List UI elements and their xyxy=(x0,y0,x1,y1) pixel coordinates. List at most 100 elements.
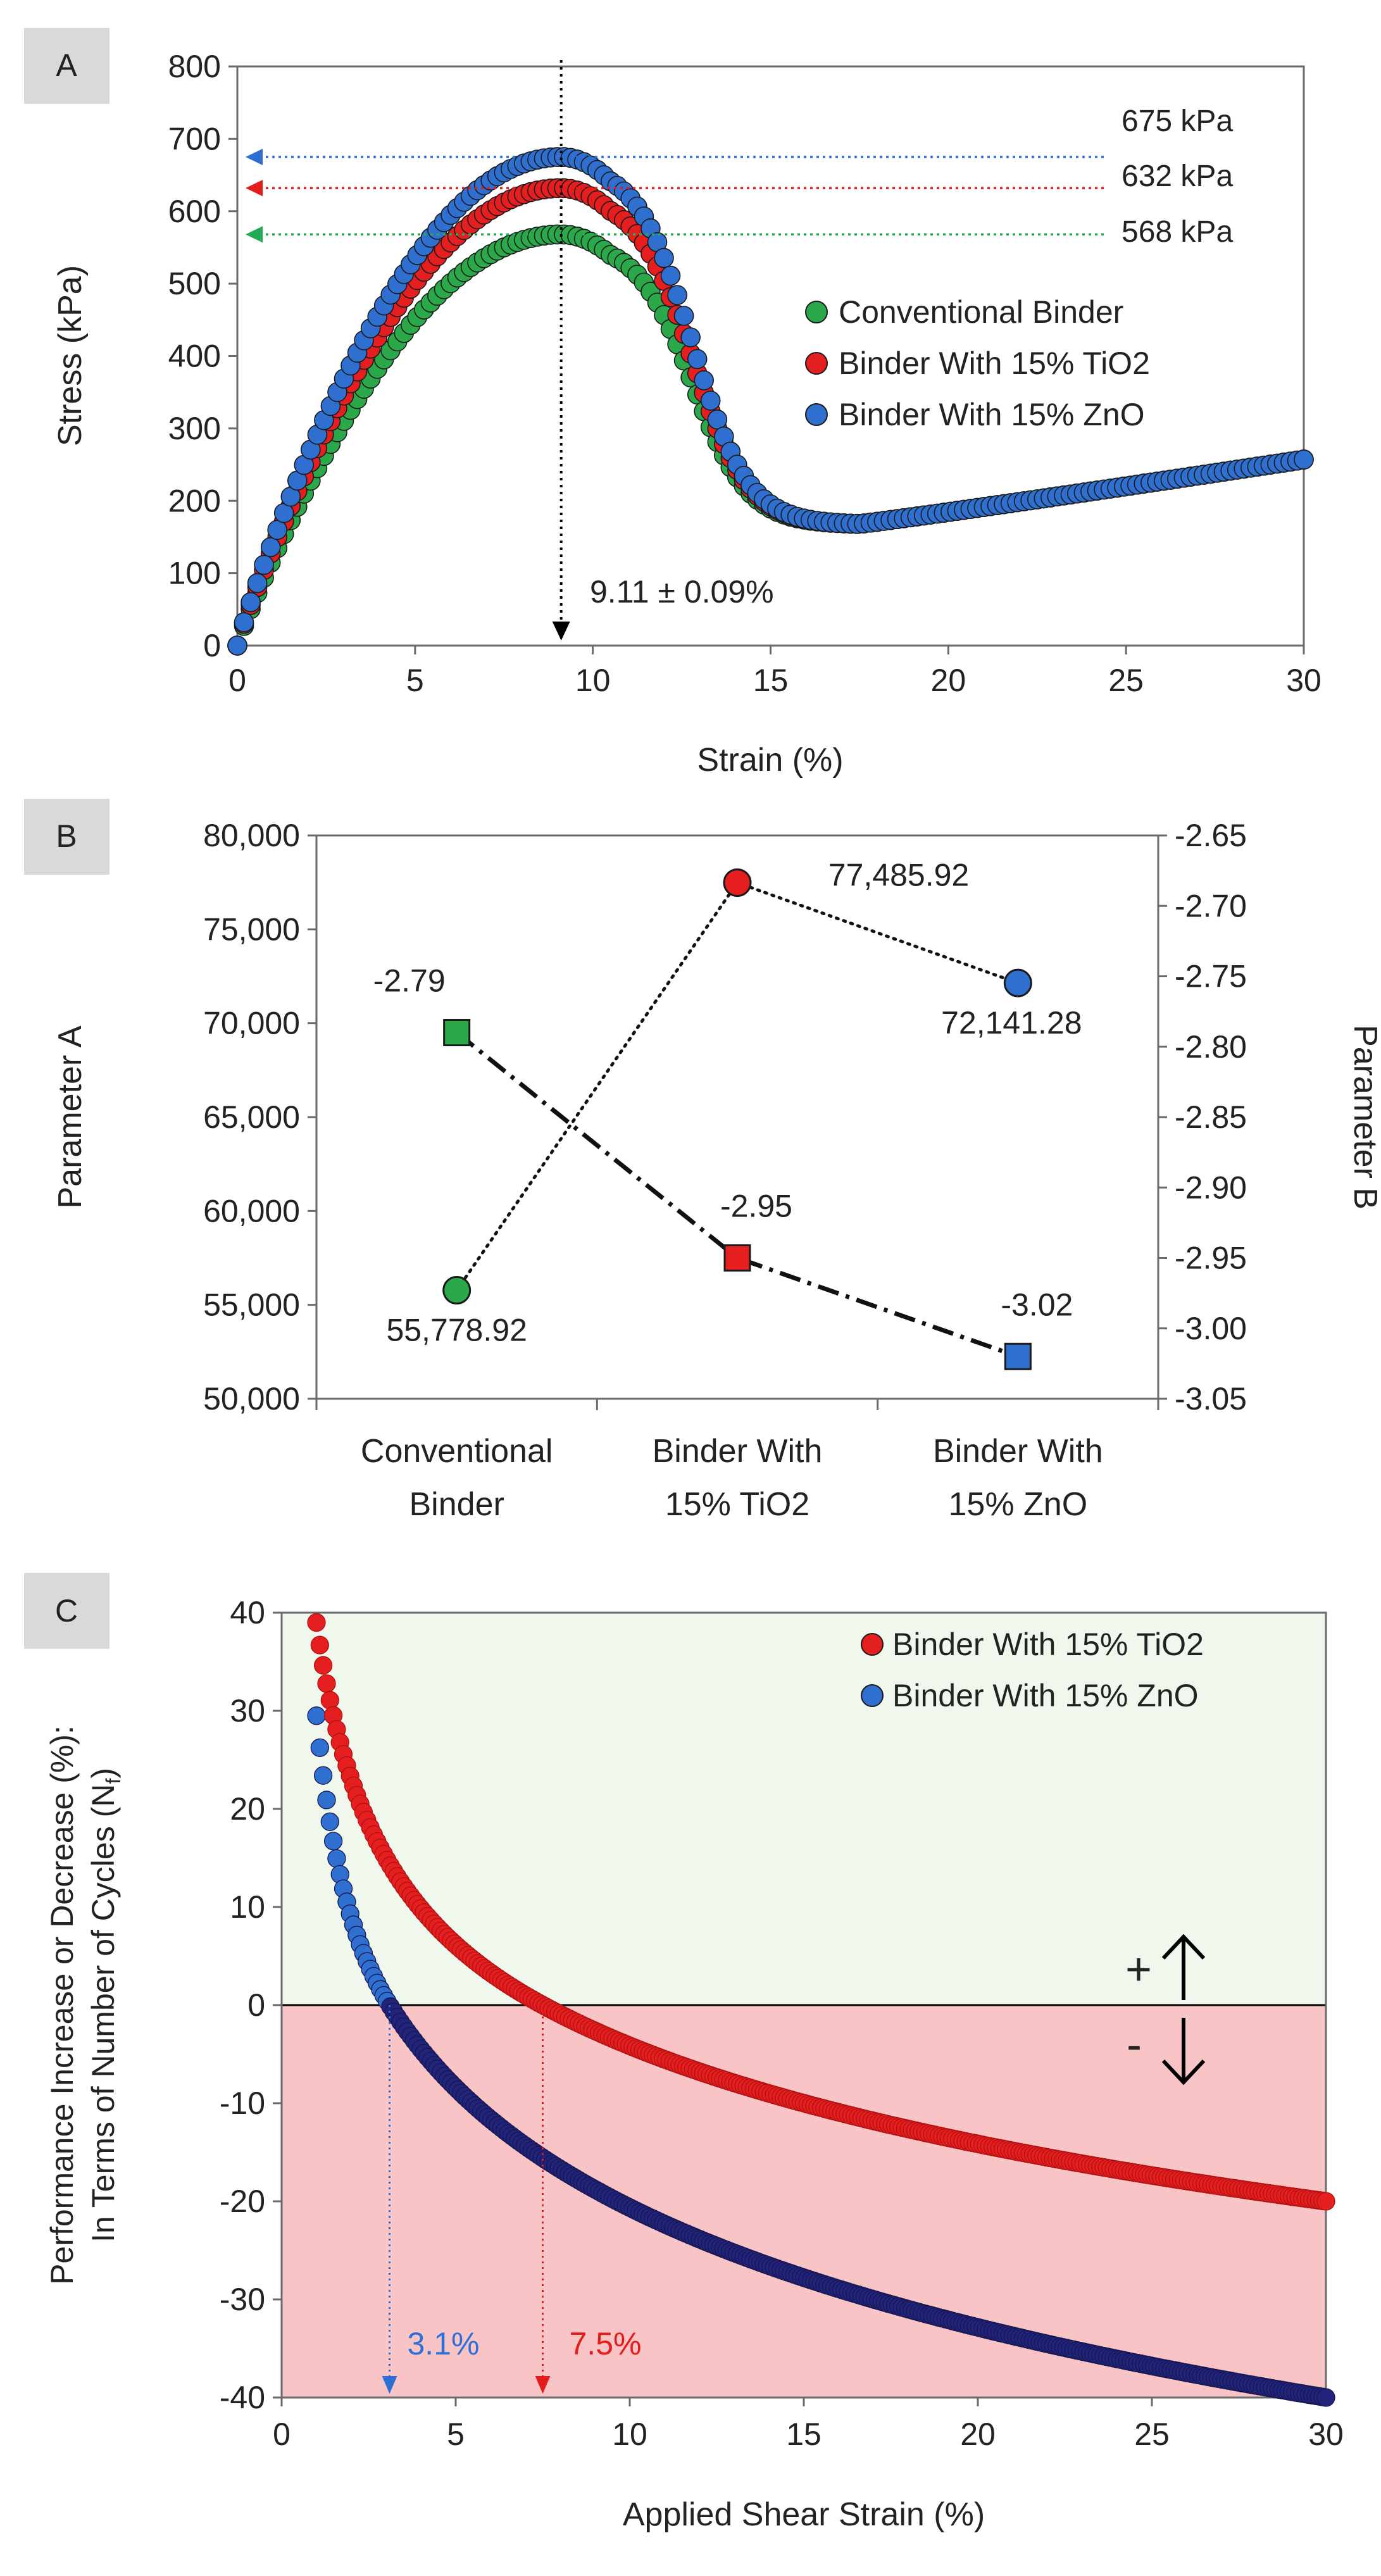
x-tick-label: 10 xyxy=(612,2417,647,2452)
panel-c-tag-background xyxy=(24,1573,109,1649)
data-point-tio2 xyxy=(320,1691,339,1710)
panel-a-y-ticks: 0 100 200 300 400 500 600 700 800 xyxy=(168,49,237,663)
data-point-zno xyxy=(700,391,721,411)
parameter-a-point xyxy=(1003,968,1032,997)
panel-a-x-axis-label: Strain (%) xyxy=(697,742,843,778)
left-y-tick-label: 65,000 xyxy=(203,1099,300,1135)
y-tick-label: 0 xyxy=(203,628,221,663)
data-point-zno xyxy=(320,1812,339,1831)
legend-label: Binder With 15% TiO2 xyxy=(892,1627,1204,1662)
data-point-tio2 xyxy=(310,1635,329,1654)
left-y-tick-label: 60,000 xyxy=(203,1193,300,1229)
data-point-zno xyxy=(247,573,268,594)
panel-c-y-axis-label-line1: Performance Increase or Decrease (%): xyxy=(44,1725,80,2285)
data-point-zno xyxy=(310,1738,329,1757)
panel-b-series: 55,778.92 77,485.92 72,141.28 -2.79 -2.95 -3.… xyxy=(373,858,1082,1370)
panel-c-y-ticks: -40 -30 -20 -10 0 10 20 30 40 xyxy=(220,1595,282,2415)
x-tick-label: 15 xyxy=(753,663,789,698)
parameter-b-label: -2.95 xyxy=(720,1189,792,1224)
tio2-crossing-arrowhead xyxy=(535,2376,551,2394)
legend-label: Binder With 15% TiO2 xyxy=(839,346,1150,381)
y-tick-label: -10 xyxy=(220,2085,265,2121)
decrease-arrow-icon xyxy=(1161,2018,1206,2085)
data-point-zno xyxy=(667,285,687,306)
category-label: 15% TiO2 xyxy=(665,1486,809,1523)
panel-c-x-ticks: 0 5 10 15 20 25 30 xyxy=(273,2398,1344,2452)
panel-c: C -40 -30 -20 -10 0 10 20 30 40 0 5 10 15 20 25 30 3.1… xyxy=(24,1573,1344,2533)
data-point-zno xyxy=(680,327,701,347)
panel-c-annotations: 3.1% 7.5% + - xyxy=(382,1934,1206,2394)
peak-label: 568 kPa xyxy=(1122,215,1233,249)
panel-a-data-points xyxy=(227,147,1314,656)
peak-label: 675 kPa xyxy=(1122,104,1233,138)
strain-marker-label: 9.11 ± 0.09% xyxy=(590,574,774,610)
data-point-zno xyxy=(707,409,728,430)
parameter-a-label: 77,485.92 xyxy=(828,858,969,893)
panel-a-tag-background xyxy=(24,28,109,104)
parameter-b-point xyxy=(723,1244,751,1272)
data-point-zno xyxy=(1316,2388,1335,2407)
parameter-b-point xyxy=(443,1019,471,1046)
category-label: Binder With xyxy=(933,1433,1103,1470)
y-tick-label: 10 xyxy=(230,1889,265,1925)
panel-c-legend: Binder With 15% TiO2 Binder With 15% ZnO xyxy=(861,1627,1204,1713)
right-y-tick-label: -2.80 xyxy=(1175,1029,1247,1065)
zno-crossing-label: 3.1% xyxy=(408,2326,480,2361)
y-tick-label: 700 xyxy=(168,121,221,156)
y-tick-label: 0 xyxy=(247,1987,265,2023)
parameter-a-line xyxy=(455,880,1020,1292)
data-point-zno xyxy=(317,1791,336,1810)
panel-a-legend: Conventional Binder Binder With 15% TiO2 B… xyxy=(805,294,1150,432)
parameter-a-point xyxy=(442,1276,472,1305)
y-tick-label: 40 xyxy=(230,1595,265,1630)
strain-marker-arrowhead xyxy=(552,622,570,641)
y-tick-label: 800 xyxy=(168,49,221,84)
y-tick-label: 300 xyxy=(168,411,221,446)
data-point-zno xyxy=(260,537,281,558)
panel-a-y-axis-label: Stress (kPa) xyxy=(52,265,89,446)
y-tick-label: -20 xyxy=(220,2184,265,2219)
x-tick-label: 0 xyxy=(273,2417,291,2452)
panel-b-tag-background xyxy=(24,799,109,875)
panel-b-right-axis-label: Parameter B xyxy=(1347,1025,1381,1210)
right-y-tick-label: -2.70 xyxy=(1175,888,1247,923)
zno-crossing-arrowhead xyxy=(382,2376,397,2394)
panel-b-category-labels: Conventional Binder Binder With 15% TiO2 Bin… xyxy=(315,1399,1159,1523)
x-tick-label: 25 xyxy=(1108,663,1144,698)
left-y-tick-label: 55,000 xyxy=(203,1287,300,1323)
left-y-tick-label: 80,000 xyxy=(203,818,300,853)
legend-label: Conventional Binder xyxy=(839,294,1123,330)
data-point-zno xyxy=(660,265,681,286)
peak-arrowhead xyxy=(246,180,263,197)
parameter-b-point xyxy=(1004,1342,1032,1370)
right-y-tick-label: -2.75 xyxy=(1175,959,1247,994)
y-tick-label: 100 xyxy=(168,556,221,591)
x-tick-label: 15 xyxy=(786,2417,822,2452)
data-point-zno xyxy=(673,306,694,326)
y-tick-label: 600 xyxy=(168,194,221,229)
parameter-a-label: 55,778.92 xyxy=(386,1313,527,1348)
right-y-tick-label: -2.85 xyxy=(1175,1099,1247,1135)
panel-c-data-points xyxy=(307,1613,1335,2407)
panel-b-right-y-ticks: -3.05 -3.00 -2.95 -2.90 -2.85 -2.80 -2.75 -2.70… xyxy=(1158,818,1247,1416)
peak-arrowhead xyxy=(246,226,263,243)
panel-b-left-axis-label: Parameter A xyxy=(52,1025,89,1208)
category-label: Conventional xyxy=(361,1433,553,1470)
data-point-zno xyxy=(254,554,274,575)
legend-marker-zno xyxy=(805,403,828,426)
parameter-b-line xyxy=(455,1030,1019,1359)
right-y-tick-label: -2.65 xyxy=(1175,818,1247,853)
panel-b-left-y-ticks: 50,000 55,000 60,000 65,000 70,000 75,000 80,0… xyxy=(203,818,316,1416)
panel-a-x-ticks: 0 5 10 15 20 25 30 xyxy=(228,646,1322,698)
data-point-zno xyxy=(654,247,674,268)
x-tick-label: 30 xyxy=(1308,2417,1344,2452)
y-tick-label: 30 xyxy=(230,1693,265,1729)
data-point-zno xyxy=(267,520,288,541)
right-y-tick-label: -2.90 xyxy=(1175,1170,1247,1205)
panel-c-decrease-zone xyxy=(282,2005,1326,2398)
x-tick-label: 0 xyxy=(228,663,246,698)
y-tick-label: -30 xyxy=(220,2282,265,2317)
increase-symbol: + xyxy=(1125,1944,1152,1995)
data-point-zno xyxy=(227,635,247,656)
panel-c-x-axis-label: Applied Shear Strain (%) xyxy=(623,2496,985,2533)
